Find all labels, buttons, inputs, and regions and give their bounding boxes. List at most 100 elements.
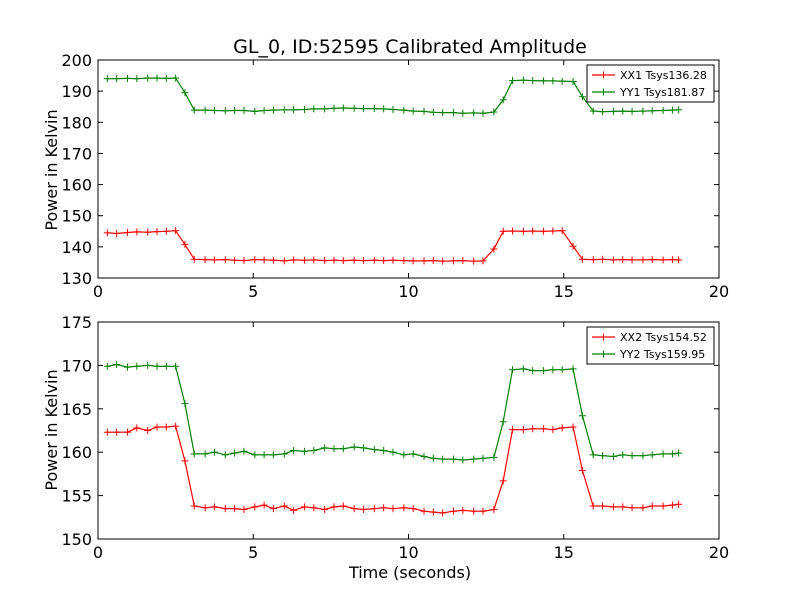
data-point (350, 104, 358, 112)
data-point (133, 362, 141, 370)
data-point (499, 227, 507, 235)
data-point (549, 366, 557, 374)
data-point (569, 423, 577, 431)
y-tick-label: 155 (61, 487, 92, 506)
data-point (639, 504, 647, 512)
data-point (181, 240, 189, 248)
data-point (251, 107, 259, 115)
data-point (569, 242, 577, 250)
data-point (240, 505, 248, 513)
data-point (529, 367, 537, 375)
data-point (370, 256, 378, 264)
top-ylabel: Power in Kelvin (42, 109, 61, 230)
data-point (499, 477, 507, 485)
data-point (231, 106, 239, 114)
data-point (269, 256, 277, 264)
data-point (578, 466, 586, 474)
data-point (558, 366, 566, 374)
data-point (280, 450, 288, 458)
data-point (648, 107, 656, 115)
bottom-legend: XX2 Tsys154.52 YY2 Tsys159.95 (586, 326, 715, 365)
data-point (181, 400, 189, 408)
data-point (619, 256, 627, 264)
data-point (123, 428, 131, 436)
data-point (162, 227, 170, 235)
data-point (103, 229, 111, 237)
data-point (330, 445, 338, 453)
data-point (201, 256, 209, 264)
data-point (499, 418, 507, 426)
data-point (201, 504, 209, 512)
data-point (153, 423, 161, 431)
data-point (420, 453, 428, 461)
data-point (549, 426, 557, 434)
data-point (251, 503, 259, 511)
data-point (210, 256, 218, 264)
y-tick-label: 190 (61, 82, 92, 101)
data-point (190, 255, 198, 263)
data-point (589, 107, 597, 115)
data-point (144, 361, 152, 369)
data-point (290, 506, 298, 514)
data-point (210, 448, 218, 456)
legend-box (586, 64, 715, 103)
data-point (619, 451, 627, 459)
data-point (153, 362, 161, 370)
data-point (370, 105, 378, 113)
data-point (400, 451, 408, 459)
data-point (439, 257, 447, 265)
data-point (103, 75, 111, 83)
data-point (280, 502, 288, 510)
data-point (529, 425, 537, 433)
data-point (201, 450, 209, 458)
data-point (260, 501, 268, 509)
data-point (133, 75, 141, 83)
data-point (619, 503, 627, 511)
data-point (439, 109, 447, 117)
x-tick-label: 10 (398, 282, 418, 301)
data-point (675, 256, 683, 264)
data-point (103, 362, 111, 370)
data-point (321, 505, 329, 513)
data-point (172, 74, 180, 82)
data-point (330, 503, 338, 511)
data-point (668, 106, 676, 114)
data-point (659, 256, 667, 264)
x-tick-label: 15 (554, 282, 574, 301)
data-point (470, 109, 478, 117)
data-point (280, 106, 288, 114)
data-point (350, 505, 358, 513)
data-point (639, 256, 647, 264)
data-point (380, 504, 388, 512)
data-point (648, 256, 656, 264)
data-point (339, 104, 347, 112)
data-point (380, 105, 388, 113)
data-point (459, 109, 467, 117)
y-tick-label: 175 (61, 313, 92, 332)
y-tick-label: 160 (61, 443, 92, 462)
data-point (609, 107, 617, 115)
data-point (400, 504, 408, 512)
data-point (123, 363, 131, 371)
data-point (290, 106, 298, 114)
y-tick-label: 150 (61, 207, 92, 226)
data-point (330, 104, 338, 112)
data-point (668, 256, 676, 264)
x-tick-label: 20 (709, 543, 729, 562)
data-point (190, 502, 198, 510)
data-point (300, 256, 308, 264)
data-point (339, 445, 347, 453)
data-point (359, 105, 367, 113)
data-point (479, 454, 487, 462)
data-point (162, 74, 170, 82)
data-point (310, 446, 318, 454)
y-tick-label: 200 (61, 51, 92, 70)
data-point (589, 451, 597, 459)
data-point (389, 505, 397, 513)
data-point (609, 503, 617, 511)
data-point (459, 257, 467, 265)
data-point (339, 502, 347, 510)
data-point (269, 106, 277, 114)
data-point (133, 228, 141, 236)
